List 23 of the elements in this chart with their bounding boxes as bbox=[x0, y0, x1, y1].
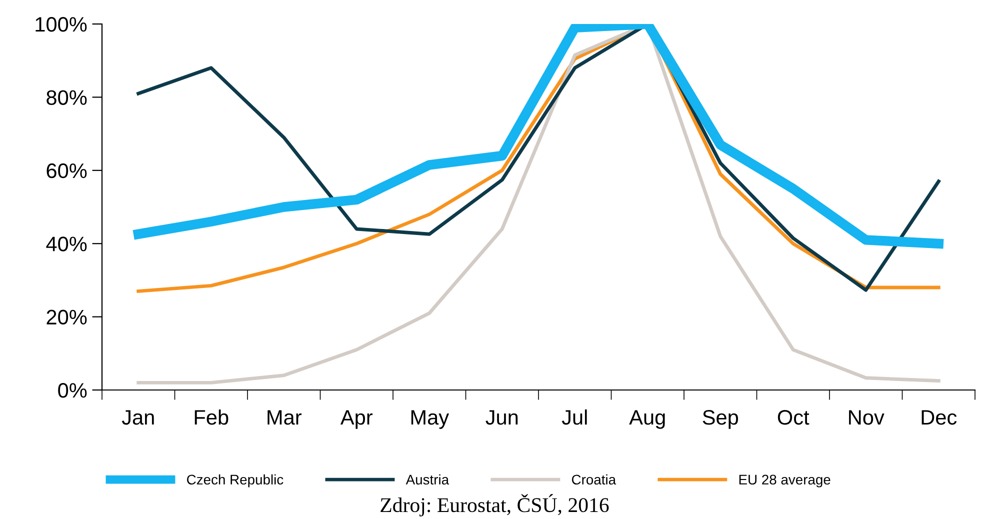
x-tick-label: Jun bbox=[486, 410, 518, 425]
legend-label: Czech Republic bbox=[187, 474, 284, 488]
x-tick-label: Oct bbox=[778, 410, 810, 425]
y-tick-label: 40% bbox=[46, 236, 87, 252]
x-tick-label: Jan bbox=[122, 410, 154, 425]
y-tick-label: 100% bbox=[36, 17, 87, 32]
legend-label: Croatia bbox=[572, 474, 616, 485]
y-tick-label: 20% bbox=[46, 310, 87, 325]
x-tick-label: Apr bbox=[340, 410, 372, 429]
x-tick-label: Aug bbox=[629, 410, 665, 429]
legend-label: EU 28 average bbox=[739, 474, 830, 488]
x-tick-label: Sep bbox=[702, 410, 738, 429]
x-tick-label: Mar bbox=[268, 410, 302, 425]
y-tick-label: 80% bbox=[46, 90, 87, 105]
x-tick-label: May bbox=[411, 410, 450, 429]
x-tick-label: Feb bbox=[194, 409, 228, 425]
x-tick-label: Dec bbox=[922, 410, 957, 425]
text: Zdroj: Eurostat, ČSÚ, 2016 bbox=[380, 494, 609, 516]
legend-label: Austria bbox=[406, 474, 450, 485]
x-tick-label: Jul bbox=[562, 409, 587, 425]
y-tick-label: 0% bbox=[58, 383, 87, 398]
x-tick-label: Nov bbox=[849, 410, 884, 425]
y-tick-label: 60% bbox=[46, 163, 87, 178]
